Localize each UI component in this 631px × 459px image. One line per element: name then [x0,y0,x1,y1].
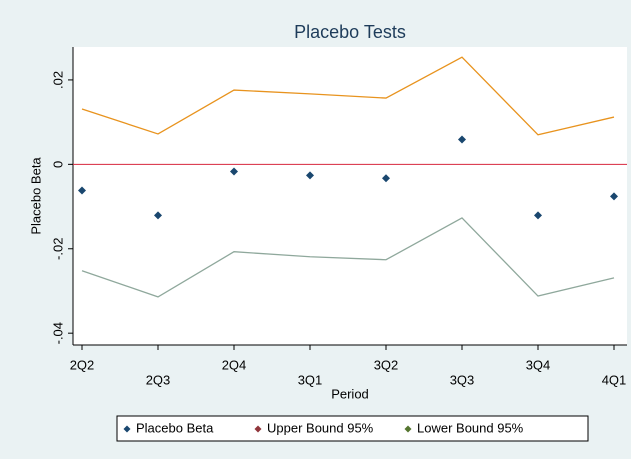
chart-title: Placebo Tests [294,22,406,42]
y-tick-label: -.02 [50,238,65,260]
point [78,186,86,195]
x-tick-label: 2Q4 [222,357,247,372]
x-axis-title: Period [331,386,369,401]
point [154,211,162,220]
series-line [81,217,615,298]
y-tick-label: 0 [50,161,65,168]
x-tick-label: 2Q2 [70,357,95,372]
point [306,171,314,180]
point [534,211,542,220]
legend-marker [254,425,262,433]
legend [116,415,589,442]
legend-label: Lower Bound 95% [417,420,524,435]
legend-marker [123,425,131,433]
legend-label: Placebo Beta [136,420,214,435]
x-tick-label: 3Q3 [450,372,475,387]
point [382,174,390,183]
x-tick-label: 3Q4 [526,357,551,372]
point [458,135,466,144]
point [230,167,238,176]
y-tick-label: -.04 [50,322,65,344]
series-line [81,56,615,136]
y-tick-label: .02 [50,71,65,89]
legend-marker [404,425,412,433]
x-tick-label: 4Q1 [602,372,627,387]
point [610,192,618,201]
x-tick-label: 2Q3 [146,372,171,387]
x-tick-label: 3Q2 [374,357,399,372]
plot-area [73,47,627,345]
legend-label: Upper Bound 95% [267,420,374,435]
y-axis-title: Placebo Beta [28,157,43,235]
x-tick-label: 3Q1 [298,372,323,387]
